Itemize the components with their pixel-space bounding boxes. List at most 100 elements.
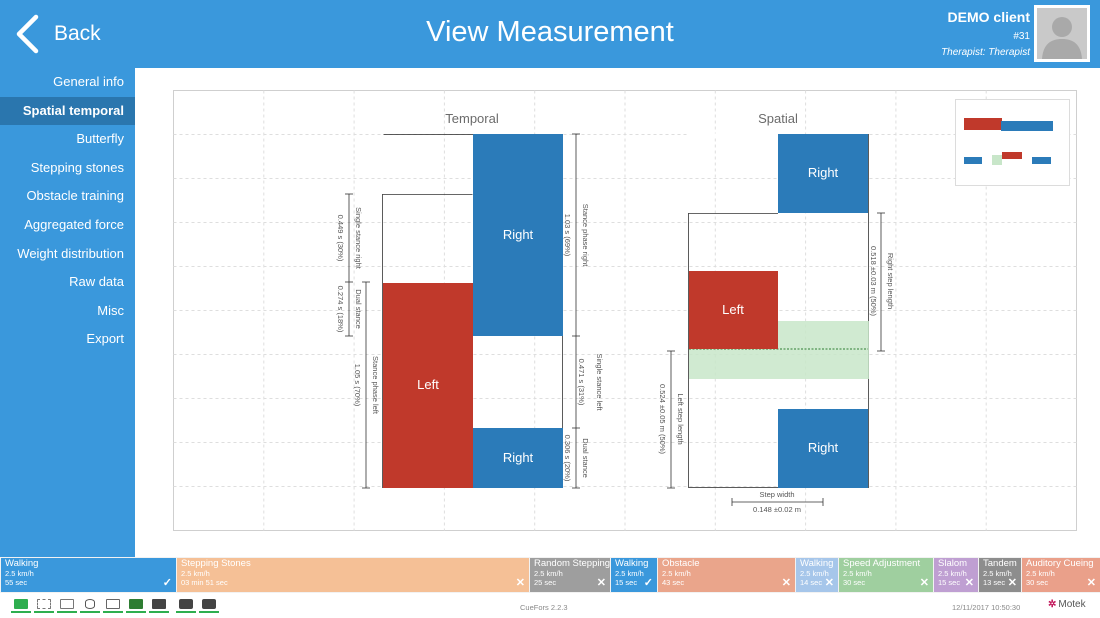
trial-duration: 43 sec [662,578,685,587]
trial-item[interactable]: Auditory Cueing 2.5 km/h 30 sec ✕ [1022,558,1100,592]
spatial-temporal-chart: Temporal Right Left Right Single stance … [173,90,1077,531]
sidebar-item-aggregated-force[interactable]: Aggregated force [24,216,124,232]
trial-name: Speed Adjustment [843,558,921,569]
check-icon: ✓ [643,577,653,589]
trial-item[interactable]: Slalom 2.5 km/h 15 sec ✕ [934,558,978,592]
trial-speed: 2.5 km/h [1026,569,1055,578]
sidebar-item-weight-distribution[interactable]: Weight distribution [17,245,124,261]
trial-name: Tandem [983,558,1017,569]
timestamp: 12/11/2017 10:50:30 [952,603,1021,612]
motek-logo-icon: ✲ [1048,599,1057,610]
main-content: Temporal Right Left Right Single stance … [135,68,1100,557]
sidebar-item-stepping-stones[interactable]: Stepping stones [30,159,124,175]
robot-icon[interactable] [103,598,123,613]
camera-icon[interactable] [199,598,219,613]
temporal-left-label: Left [417,377,439,392]
stance-phase-left-value: 1.05 s (70%) [353,364,362,407]
trial-duration: 25 sec [534,578,557,587]
temporal-panel-title: Temporal [445,111,499,126]
trial-speed: 2.5 km/h [534,569,563,578]
temporal-right-label-lower: Right [503,450,534,465]
sidebar-nav: General info Spatial temporal Butterfly … [0,68,135,557]
minimap-left-block [1002,152,1022,159]
trial-speed: 2.5 km/h [662,569,691,578]
single-stance-left-label: Single stance left [595,353,604,411]
trial-duration: 14 sec [800,578,823,587]
treadmill-icon[interactable] [11,598,31,613]
sidebar-item-general-info[interactable]: General info [53,74,124,89]
trial-item[interactable]: Speed Adjustment 2.5 km/h 30 sec ✕ [839,558,933,592]
back-button[interactable]: Back [14,12,101,56]
back-label: Back [54,22,101,45]
minimap-region [992,155,1002,165]
left-step-length-label: Left step length [676,393,685,444]
trial-speed: 2.5 km/h [843,569,872,578]
step-width-value: 0.148 ±0.02 m [753,505,801,514]
trial-item[interactable]: Obstacle 2.5 km/h 43 sec ✕ [658,558,795,592]
trial-item[interactable]: Walking 2.5 km/h 15 sec ✓ [611,558,657,592]
minimap-right-block [964,157,982,164]
trial-item[interactable]: Walking 2.5 km/h 14 sec ✕ [796,558,838,592]
avatar[interactable] [1034,5,1090,62]
screen-icon[interactable] [57,598,77,613]
board-icon[interactable] [126,598,146,613]
minimap-left-block [964,118,1002,130]
close-icon: ✕ [781,577,791,589]
spatial-right-block-lower [778,409,868,488]
dual-stance-value-1: 0.274 s (18%) [336,286,345,333]
brand-logo: ✲ Motek [1048,599,1086,610]
temporal-right-block-upper [473,134,563,336]
dual-stance-value-2: 0.306 s (20%) [563,435,572,482]
trial-speed: 2.5 km/h [181,569,210,578]
close-icon: ✕ [919,577,929,589]
therapist-name: Therapist: Therapist [941,47,1030,58]
right-step-length-label: Right step length [886,253,895,309]
stance-phase-left-label: Stance phase left [371,356,380,415]
trial-item[interactable]: Walking 2.5 km/h 55 sec ✓ [1,558,176,592]
sidebar-item-raw-data[interactable]: Raw data [69,274,124,290]
sidebar-item-spatial-temporal[interactable]: Spatial temporal [0,96,135,126]
database-icon[interactable] [80,598,100,613]
temporal-right-block-lower [473,428,563,488]
trial-name: Stepping Stones [181,558,251,569]
close-icon: ✕ [1086,577,1096,589]
app-version: CueFors 2.2.3 [520,603,568,612]
trial-name: Walking [5,558,39,569]
trial-item[interactable]: Stepping Stones 2.5 km/h 03 min 51 sec ✕ [177,558,529,592]
single-stance-left-value: 0.471 s (31%) [577,359,586,406]
sidebar-item-export[interactable]: Export [86,331,124,347]
person-silhouette-icon [1037,8,1087,59]
dual-stance-label-1: Dual stance [354,289,363,329]
sidebar-item-obstacle-training[interactable]: Obstacle training [26,188,124,204]
trial-speed: 2.5 km/h [800,569,829,578]
minimap[interactable] [955,99,1070,186]
close-icon: ✕ [964,577,974,589]
sidebar-item-butterfly[interactable]: Butterfly [76,131,124,147]
trial-speed: 2.5 km/h [938,569,967,578]
sidebar-item-misc[interactable]: Misc [97,302,124,318]
spatial-left-label: Left [722,302,744,317]
close-icon: ✕ [824,577,834,589]
spatial-left-block [689,271,778,349]
temporal-right-label-upper: Right [503,227,534,242]
close-icon: ✕ [515,577,525,589]
keyboard-icon[interactable] [149,598,169,613]
dual-stance-label-2: Dual stance [581,438,590,478]
trial-item[interactable]: Random Stepping 2.5 km/h 25 sec ✕ [530,558,610,592]
stance-phase-right-label: Stance phase right [581,204,590,267]
trial-speed: 2.5 km/h [983,569,1012,578]
close-icon: ✕ [1007,577,1017,589]
single-stance-right-label: Single stance right [354,207,363,270]
page-title: View Measurement [426,16,674,48]
trial-duration: 03 min 51 sec [181,578,228,587]
trial-duration: 15 sec [938,578,961,587]
trial-item[interactable]: Tandem 2.5 km/h 13 sec ✕ [979,558,1021,592]
trial-duration: 30 sec [1026,578,1049,587]
status-bar: CueFors 2.2.3 12/11/2017 10:50:30 ✲ Motek [0,593,1100,618]
track-icon[interactable] [34,598,54,613]
camera-icon[interactable] [176,598,196,613]
step-width-label: Step width [759,490,794,499]
trial-name: Random Stepping [534,558,610,569]
spatial-right-block-upper [778,134,868,213]
close-icon: ✕ [596,577,606,589]
